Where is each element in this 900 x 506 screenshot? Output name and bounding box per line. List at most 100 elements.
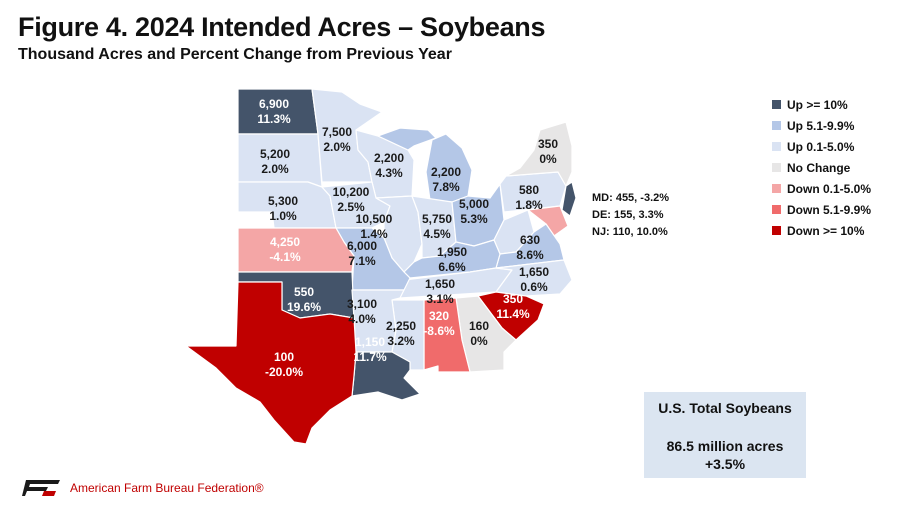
legend-item-up-5-1-9-9: Up 5.1-9.9% — [772, 115, 871, 136]
side-notes: MD: 455, -3.2% DE: 155, 3.3% NJ: 110, 10… — [592, 190, 669, 241]
state-label-nc: 1,650 0.6% — [519, 265, 549, 294]
state-change: 1.4% — [360, 227, 388, 241]
state-label-va: 630 8.6% — [516, 233, 544, 262]
legend-item-down-5-1-9-9: Down 5.1-9.9% — [772, 199, 871, 220]
state-change: 19.6% — [287, 300, 321, 314]
state-change: 0.6% — [520, 280, 548, 294]
legend-label: Down 0.1-5.0% — [787, 181, 872, 196]
state-change: 11.4% — [496, 307, 530, 321]
state-acres: 320 — [429, 309, 449, 323]
legend-item-up-ge-10: Up >= 10% — [772, 94, 871, 115]
total-change: +3.5% — [704, 456, 746, 472]
state-acres: 160 — [469, 319, 489, 333]
state-label-ia: 10,200 2.5% — [333, 185, 370, 214]
legend-swatch — [772, 121, 781, 130]
state-change: 2.5% — [337, 200, 365, 214]
state-change: 4.5% — [423, 227, 451, 241]
legend-swatch — [772, 226, 781, 235]
legend-label: Down 5.1-9.9% — [787, 202, 872, 217]
state-label-sd: 5,200 2.0% — [260, 147, 290, 176]
legend: Up >= 10% Up 5.1-9.9% Up 0.1-5.0% No Cha… — [772, 94, 871, 241]
state-ny — [505, 121, 573, 187]
state-change: 5.3% — [460, 212, 488, 226]
total-acres: 86.5 million acres — [666, 438, 784, 454]
state-acres: 10,200 — [333, 185, 370, 199]
state-label-ne: 5,300 1.0% — [268, 194, 298, 223]
legend-label: Up >= 10% — [787, 97, 848, 112]
legend-swatch — [772, 100, 781, 109]
total-heading: U.S. Total Soybeans — [658, 400, 792, 416]
state-change: 1.0% — [269, 209, 297, 223]
state-label-wi: 2,200 4.3% — [374, 151, 404, 180]
state-change: 0% — [470, 334, 488, 348]
legend-item-up-0-1-5-0: Up 0.1-5.0% — [772, 136, 871, 157]
state-change: 7.8% — [432, 180, 460, 194]
state-change: 11.7% — [353, 350, 387, 364]
state-label-mo: 6,000 7.1% — [347, 239, 377, 268]
legend-swatch — [772, 184, 781, 193]
legend-label: No Change — [787, 160, 851, 175]
state-acres: 7,500 — [322, 125, 352, 139]
legend-item-no-change: No Change — [772, 157, 871, 178]
state-mi-upper — [377, 127, 437, 151]
state-change: 1.8% — [515, 198, 543, 212]
state-change: -8.6% — [423, 324, 455, 338]
state-acres: 630 — [520, 233, 540, 247]
state-label-oh: 5,000 5.3% — [459, 197, 489, 226]
state-acres: 1,950 — [437, 245, 467, 259]
state-acres: 580 — [519, 183, 539, 197]
note-nj: NJ: 110, 10.0% — [592, 226, 668, 238]
state-change: -20.0% — [265, 365, 303, 379]
state-acres: 5,300 — [268, 194, 298, 208]
state-label-ks: 4,250 -4.1% — [269, 235, 301, 264]
state-label-ky: 1,950 6.6% — [437, 245, 467, 274]
state-acres: 2,250 — [386, 319, 416, 333]
state-md — [527, 205, 569, 237]
state-change: 3.2% — [387, 334, 415, 348]
state-acres: 6,900 — [259, 97, 289, 111]
state-acres: 4,250 — [270, 235, 300, 249]
state-nj — [561, 181, 577, 217]
state-acres: 550 — [294, 285, 314, 299]
state-al — [423, 297, 471, 373]
state-label-il: 10,500 1.4% — [356, 212, 393, 241]
state-nc — [495, 259, 573, 297]
state-label-ga: 160 0% — [469, 319, 489, 348]
state-acres: 1,650 — [425, 277, 455, 291]
state-label-pa: 580 1.8% — [515, 183, 543, 212]
state-change: 7.1% — [348, 254, 376, 268]
state-acres: 1,150 — [355, 335, 385, 349]
legend-item-down-ge-10: Down >= 10% — [772, 220, 871, 241]
legend-label: Up 0.1-5.0% — [787, 139, 855, 154]
state-label-ny: 350 0% — [538, 137, 558, 166]
state-acres: 1,650 — [519, 265, 549, 279]
organization-name: American Farm Bureau Federation® — [70, 481, 264, 495]
legend-label: Down >= 10% — [787, 223, 865, 238]
state-label-ar: 3,100 4.0% — [347, 297, 377, 326]
state-label-ok: 550 19.6% — [287, 285, 321, 314]
note-de: DE: 155, 3.3% — [592, 209, 664, 221]
state-change: 8.6% — [516, 248, 544, 262]
state-change: 3.1% — [426, 292, 454, 306]
state-change: 0% — [539, 152, 557, 166]
state-label-tn: 1,650 3.1% — [425, 277, 455, 306]
state-label-mi: 2,200 7.8% — [431, 165, 461, 194]
state-acres: 6,000 — [347, 239, 377, 253]
state-change: 6.6% — [438, 260, 466, 274]
legend-label: Up 5.1-9.9% — [787, 118, 855, 133]
state-acres: 100 — [274, 350, 294, 364]
state-acres: 350 — [503, 292, 523, 306]
state-acres: 2,200 — [374, 151, 404, 165]
state-acres: 5,000 — [459, 197, 489, 211]
state-label-la: 1,150 11.7% — [353, 335, 387, 364]
state-label-sc: 350 11.4% — [496, 292, 530, 321]
total-box: U.S. Total Soybeans 86.5 million acres +… — [644, 392, 806, 478]
state-change: 2.0% — [261, 162, 289, 176]
state-acres: 3,100 — [347, 297, 377, 311]
state-acres: 2,200 — [431, 165, 461, 179]
state-acres: 5,750 — [422, 212, 452, 226]
figure-title: Figure 4. 2024 Intended Acres – Soybeans — [18, 12, 546, 42]
state-acres: 5,200 — [260, 147, 290, 161]
state-label-mn: 7,500 2.0% — [322, 125, 352, 154]
